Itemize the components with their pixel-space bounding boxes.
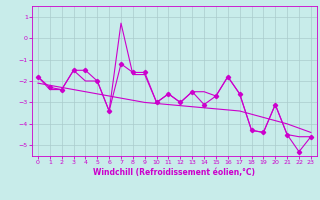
- X-axis label: Windchill (Refroidissement éolien,°C): Windchill (Refroidissement éolien,°C): [93, 168, 255, 177]
